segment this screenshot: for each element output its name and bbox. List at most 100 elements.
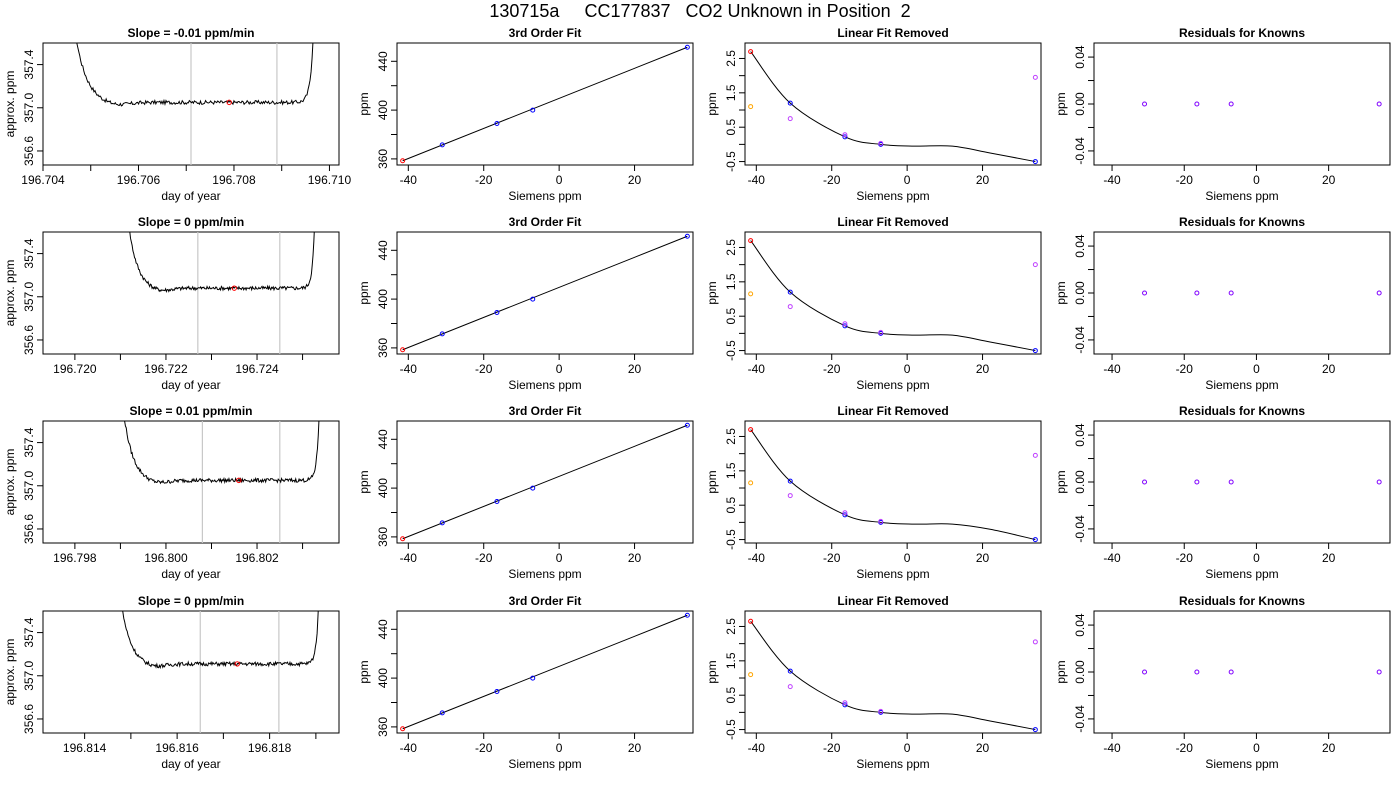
data-point (748, 291, 754, 297)
x-tick-label: 196.722 (144, 362, 188, 376)
plot-frame (42, 231, 340, 355)
plot-frame (744, 231, 1042, 355)
data-point (787, 478, 793, 484)
panel-linear_removed-row1: Linear Fit Removed -40 -20 0 20 -0.5 0.5 1.5 2.5… (705, 26, 1042, 203)
y-tick-label: 360 (376, 717, 390, 737)
y-tick-label: 0.00 (1073, 660, 1087, 684)
unknown-point (226, 99, 232, 106)
plot-frame (1093, 42, 1391, 166)
y-tick-label: -0.04 (1073, 326, 1087, 354)
y-tick-label: 0.00 (1073, 92, 1087, 116)
y-tick-label: 357.0 (22, 470, 36, 500)
x-tick-label: -20 (1176, 741, 1194, 755)
data-point (494, 499, 500, 505)
y-tick-label: 357.0 (22, 92, 36, 122)
x-tick-label: 20 (976, 173, 990, 187)
y-tick-label: 0.04 (1073, 45, 1087, 69)
data-point (842, 321, 848, 327)
x-tick-label: 20 (1322, 551, 1336, 565)
plot-area (402, 46, 688, 162)
cubic-curve (750, 620, 1036, 731)
y-tick-label: 0.00 (1073, 470, 1087, 494)
data-point (439, 142, 445, 148)
x-tick-label: -20 (1176, 173, 1194, 187)
y-tick-label: 400 (376, 668, 390, 688)
x-axis-label: Siemens ppm (1205, 757, 1278, 771)
x-tick-label: 0 (556, 551, 563, 565)
y-tick-label: 360 (376, 527, 390, 547)
data-point (748, 104, 754, 110)
y-axis-label: ppm (1054, 92, 1068, 115)
data-point (1142, 479, 1148, 485)
data-point (1228, 290, 1234, 296)
x-tick-label: -20 (823, 362, 841, 376)
panel-title: 3rd Order Fit (509, 404, 582, 418)
x-tick-label: 20 (1322, 741, 1336, 755)
x-tick-label: -40 (400, 551, 418, 565)
panel-title: Slope = 0 ppm/min (138, 215, 244, 229)
y-axis-label: ppm (357, 281, 371, 304)
data-point (842, 702, 848, 708)
data-point (439, 520, 445, 526)
data-point (530, 107, 536, 113)
x-tick-label: -40 (748, 551, 766, 565)
data-point (1194, 101, 1200, 107)
y-axis-label: approx. ppm (3, 260, 17, 327)
fit-line (402, 46, 688, 162)
data-point (748, 238, 754, 244)
x-axis-label: Siemens ppm (1205, 378, 1278, 392)
y-axis-label: ppm (1054, 470, 1068, 493)
data-point (494, 310, 500, 316)
panel-title: Linear Fit Removed (837, 594, 948, 608)
data-point (878, 708, 884, 714)
unknown-point (231, 285, 237, 291)
x-tick-label: 20 (1322, 173, 1336, 187)
data-point (400, 536, 406, 542)
data-point (1032, 727, 1038, 733)
x-tick-label: 20 (1322, 362, 1336, 376)
y-tick-label: 0.04 (1073, 423, 1087, 447)
y-tick-label: -0.5 (724, 340, 738, 361)
x-tick-label: 20 (628, 173, 642, 187)
x-axis-label: day of year (161, 567, 220, 581)
y-tick-label: -0.04 (1073, 515, 1087, 543)
y-axis-label: ppm (705, 660, 719, 683)
plot-area (750, 429, 1036, 541)
y-axis-label: approx. ppm (3, 639, 17, 706)
panel-fit-row2: 3rd Order Fit -40 -20 0 20 360 400 440 Siemens p… (357, 215, 694, 392)
y-axis-label: ppm (705, 92, 719, 115)
x-tick-label: 20 (628, 362, 642, 376)
y-tick-label: 0.00 (1073, 281, 1087, 305)
x-tick-label: 20 (976, 551, 990, 565)
x-tick-label: 0 (904, 362, 911, 376)
x-tick-label: -20 (1176, 362, 1194, 376)
y-tick-label: 400 (376, 478, 390, 498)
data-point (1032, 348, 1038, 354)
plot-area (750, 51, 1036, 163)
unknown-point (234, 661, 240, 667)
fit-line (402, 424, 688, 540)
x-tick-label: 0 (556, 173, 563, 187)
y-tick-label: 357.0 (22, 281, 36, 311)
y-tick-label: 360 (376, 149, 390, 169)
plot-frame (1093, 610, 1391, 734)
data-point (1376, 101, 1382, 107)
data-point (878, 329, 884, 335)
panel-residuals-row1: Residuals for Knowns -40 -20 0 20 -0.04 0.00 0.… (1054, 26, 1391, 203)
fit-line (402, 235, 688, 351)
y-axis-label: ppm (1054, 281, 1068, 304)
x-tick-label: 0 (904, 173, 911, 187)
x-tick-label: 0 (556, 741, 563, 755)
y-tick-label: 2.5 (724, 239, 738, 256)
y-tick-label: 356.6 (22, 704, 36, 734)
plot-area (402, 424, 688, 540)
time-trace (76, 43, 314, 107)
plot-frame (396, 231, 694, 355)
plot-frame (42, 420, 340, 544)
x-tick-label: -20 (823, 173, 841, 187)
plot-frame (744, 420, 1042, 544)
data-point (748, 427, 754, 433)
y-tick-label: 400 (376, 100, 390, 120)
panel-title: 3rd Order Fit (509, 215, 582, 229)
panel-linear_removed-row4: Linear Fit Removed -40 -20 0 20 -0.5 0.5 1.5 2.5… (705, 594, 1042, 771)
